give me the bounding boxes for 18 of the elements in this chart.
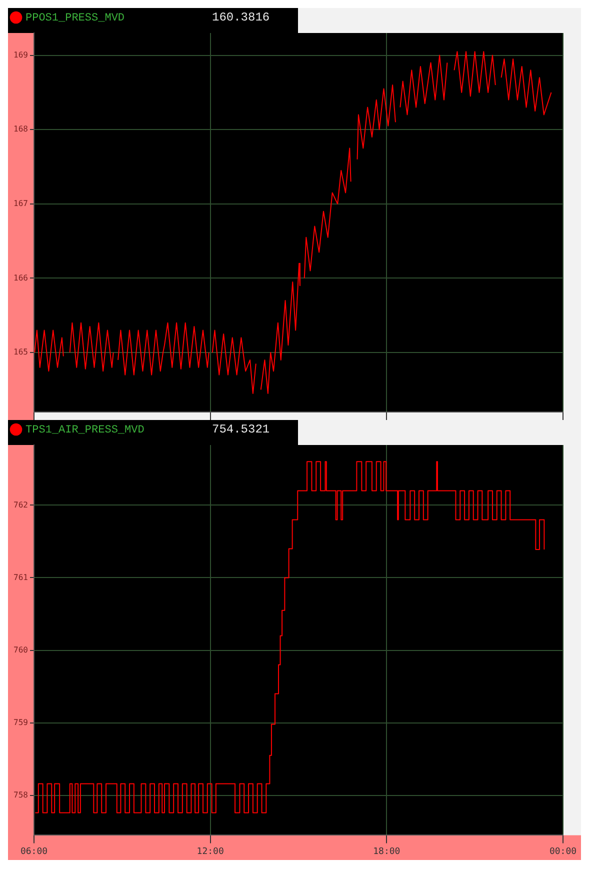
x-tick-label: 12:00	[196, 846, 224, 857]
y-tick-label: 758	[14, 790, 28, 800]
y-tick-label: 165	[14, 348, 28, 357]
text: 754.5321	[212, 422, 270, 437]
legend-label: PPOS1_PRESS_MVD	[26, 12, 125, 24]
y-tick-label: 168	[14, 124, 28, 134]
y-tick-label: 760	[14, 645, 28, 654]
legend-label: TPS1_AIR_PRESS_MVD	[26, 424, 145, 436]
y-tick-label: 762	[14, 500, 28, 510]
text: 160.3816	[212, 10, 270, 25]
x-tick-label: 00:00	[549, 846, 577, 857]
y-tick-label: 169	[14, 50, 28, 60]
y-tick-label: 166	[14, 273, 28, 282]
x-tick-label: 06:00	[20, 846, 48, 857]
y-tick-label: 759	[14, 718, 28, 727]
y-tick-label: 761	[14, 572, 28, 582]
x-tick-label: 18:00	[373, 846, 400, 857]
y-tick-label: 167	[14, 199, 28, 208]
